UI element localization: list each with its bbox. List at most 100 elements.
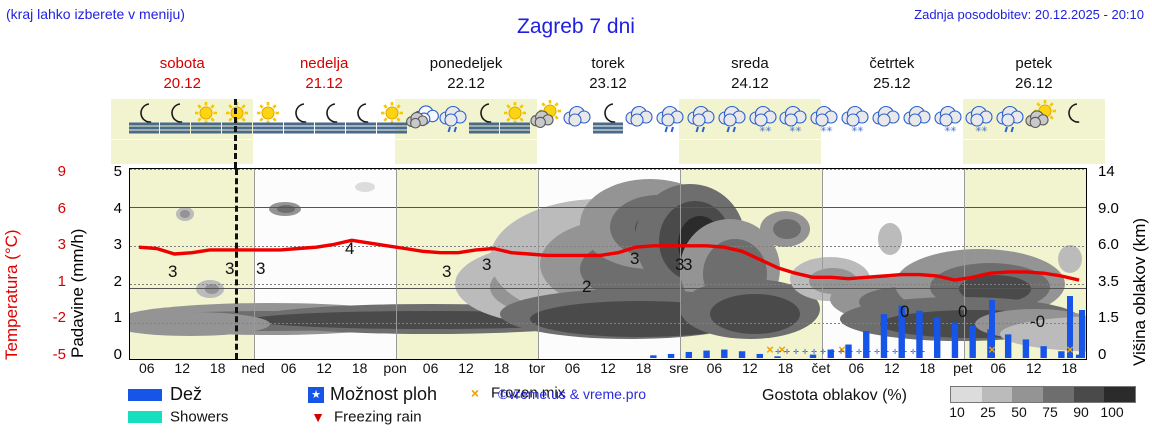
tempticks-3: 1 bbox=[57, 272, 66, 290]
freezing-rain-icon: ▼ bbox=[311, 409, 325, 426]
temperature-label: 4 bbox=[345, 239, 355, 258]
day-shading-band bbox=[678, 140, 821, 164]
day-header-2: nedelja 21.12 bbox=[253, 54, 395, 96]
temperature-label: 3 bbox=[256, 259, 266, 278]
weather-icon-moon-fog bbox=[313, 99, 347, 139]
weather-icon-cloud bbox=[622, 99, 656, 139]
day-name: petek bbox=[1015, 55, 1053, 72]
x-tick-label: 12 bbox=[316, 360, 332, 376]
cloud-density-value: 100 bbox=[1100, 404, 1124, 420]
svg-text:✛: ✛ bbox=[829, 348, 835, 356]
chance-showers-icon: ★ bbox=[308, 386, 324, 403]
x-tick-label: ned bbox=[241, 360, 265, 376]
cloud-density-title: Gostota oblakov (%) bbox=[762, 387, 907, 404]
weather-icon-cloud-drizzle bbox=[993, 99, 1027, 139]
weather-icon-moon-fog bbox=[591, 99, 625, 139]
x-axis-ticks: 06 12 18 ned 06 12 18 pon 06 12 18 tor 06 12 18 sre 06 12… bbox=[129, 360, 1087, 380]
cloud-density-step-90 bbox=[1073, 387, 1105, 402]
temperature-label: 0 bbox=[900, 302, 910, 321]
svg-text:✳: ✳ bbox=[981, 125, 988, 134]
svg-text:✛: ✛ bbox=[775, 348, 781, 356]
x-tick-label: 12 bbox=[1025, 360, 1042, 376]
x-tick-label: 06 bbox=[422, 360, 439, 376]
x-tick-label: pon bbox=[383, 360, 407, 376]
day-shading-band bbox=[395, 140, 538, 164]
weather-icon-cloud-snow: ✳ ✳ bbox=[962, 99, 996, 139]
weather-icon-cloud-snow: ✳ ✳ bbox=[931, 99, 965, 139]
temperature-label: 2 bbox=[582, 277, 592, 296]
day-header-4: torek 23.12 bbox=[537, 54, 679, 96]
horizontal-gridline bbox=[130, 207, 1086, 209]
weather-icon-cloud bbox=[560, 99, 594, 139]
svg-text:✳: ✳ bbox=[795, 125, 802, 134]
cloud-density-step-25 bbox=[981, 387, 1013, 402]
svg-text:✳: ✳ bbox=[950, 125, 957, 134]
weather-icon-sun-fog bbox=[189, 99, 223, 139]
weather-icon-sun-cloud bbox=[529, 99, 563, 139]
copyright-link[interactable]: ©vreme.us & vreme.pro bbox=[498, 386, 647, 402]
x-tick-label: 18 bbox=[635, 360, 652, 376]
weather-icon-cloud-snow: ✳ ✳ bbox=[746, 99, 780, 139]
svg-text:✛: ✛ bbox=[784, 348, 790, 356]
horizontal-gridline bbox=[130, 169, 1086, 170]
rain-swatch bbox=[128, 388, 162, 401]
svg-text:×: × bbox=[838, 342, 846, 357]
weather-icon-cloud-drizzle bbox=[715, 99, 749, 139]
x-tick-label: 12 bbox=[742, 360, 758, 376]
precticks-0: 5 bbox=[113, 163, 122, 180]
day-date: 26.12 bbox=[1015, 75, 1053, 92]
svg-text:×: × bbox=[1066, 342, 1074, 357]
day-date: 24.12 bbox=[731, 75, 769, 92]
precticks-4: 1 bbox=[113, 309, 122, 326]
legend-freezing-rain: ▼ Freezing rain bbox=[308, 408, 421, 426]
svg-text:✳: ✳ bbox=[759, 125, 766, 134]
tempticks-1: 6 bbox=[57, 199, 66, 217]
svg-text:×: × bbox=[988, 342, 996, 357]
legend-showers: Showers bbox=[128, 408, 228, 426]
svg-text:✛: ✛ bbox=[901, 348, 907, 356]
weather-icon-moon bbox=[1055, 99, 1089, 139]
weather-icon-sun-fog bbox=[375, 99, 409, 139]
temperature-label: 3 bbox=[442, 262, 452, 281]
weather-icon-cloud-drizzle bbox=[653, 99, 687, 139]
weather-icon-moon-fog bbox=[127, 99, 161, 139]
day-shading-band bbox=[962, 140, 1105, 164]
x-tick-label: 12 bbox=[458, 360, 474, 376]
horizontal-gridline bbox=[130, 284, 1086, 286]
day-name: sobota bbox=[159, 55, 205, 72]
cldticks-4: 1.5 bbox=[1098, 309, 1119, 326]
day-separator bbox=[538, 169, 540, 359]
precipitation-legend: Dež Showers ★ Možnost ploh ▼ Freezing rain… bbox=[128, 384, 688, 440]
weather-icon-row: ✳ ✳ ✳ ✳ ✳ ✳ ✳ ✳ ✳ ✳ ✳ ✳ bbox=[111, 99, 1105, 139]
day-name: sreda bbox=[731, 55, 769, 72]
x-tick-label: čet bbox=[811, 360, 831, 376]
cloud-density-colorbar bbox=[950, 386, 1136, 403]
x-tick-label: 18 bbox=[493, 360, 510, 376]
svg-text:✛: ✛ bbox=[838, 348, 844, 356]
svg-text:✳: ✳ bbox=[944, 125, 951, 134]
weather-icon-cloud-snow: ✳ ✳ bbox=[807, 99, 841, 139]
x-tick-label: 18 bbox=[209, 360, 226, 376]
zero-line bbox=[130, 288, 1086, 290]
weather-icon-moon-fog bbox=[467, 99, 501, 139]
x-tick-label: 06 bbox=[706, 360, 723, 376]
x-tick-label: pet bbox=[953, 360, 973, 376]
x-tick-label: 06 bbox=[280, 360, 297, 376]
svg-text:✛: ✛ bbox=[811, 348, 817, 356]
cloud-density-value: 75 bbox=[1042, 404, 1058, 420]
svg-text:×: × bbox=[766, 342, 774, 357]
showers-swatch bbox=[128, 411, 162, 424]
svg-text:✳: ✳ bbox=[851, 125, 858, 134]
temperature-label: 3 bbox=[630, 249, 640, 268]
weather-icon-moon-fog bbox=[344, 99, 378, 139]
svg-text:✛: ✛ bbox=[910, 348, 916, 356]
last-update: Zadnja posodobitev: 20.12.2025 - 20:10 bbox=[914, 7, 1144, 22]
precipitation-bars: × × × × ×✛ ✛ ✛ ✛ ✛ ✛ ✛ ✛ ✛ ✛ ✛ ✛ ✛ ✛ ✛ ✛ ✛ bbox=[650, 296, 1085, 358]
day-shading-band bbox=[111, 140, 254, 164]
horizontal-gridline bbox=[130, 322, 1086, 324]
legend-chance-showers: ★ Možnost ploh bbox=[308, 384, 437, 405]
svg-text:✳: ✳ bbox=[857, 125, 864, 134]
svg-text:×: × bbox=[778, 342, 786, 357]
weather-icon-cloud-snow: ✳ ✳ bbox=[776, 99, 810, 139]
